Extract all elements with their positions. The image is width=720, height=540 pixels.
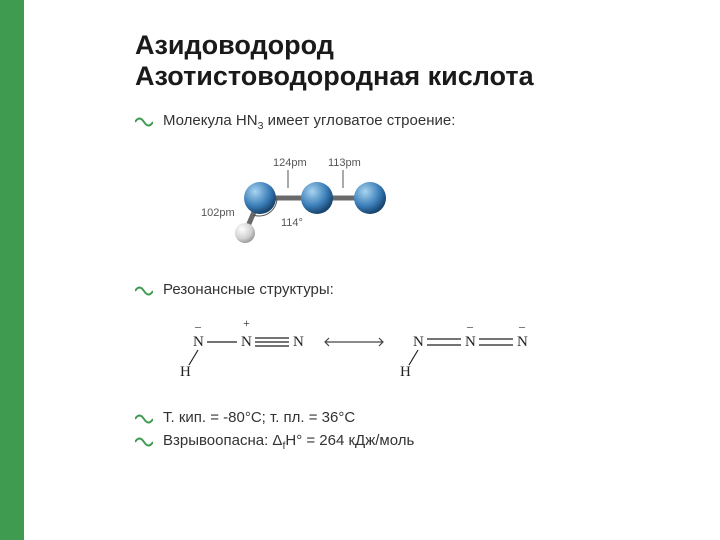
svg-text:H: H [180, 364, 191, 380]
bullet-text: Молекула НN3 имеет угловатое строение: [163, 112, 455, 132]
bullet-item: Молекула НN3 имеет угловатое строение: [135, 112, 675, 132]
bullet-text: Резонансные структуры: [163, 281, 334, 298]
bullet-list: Молекула НN3 имеет угловатое строение: [135, 112, 675, 458]
bullet-item: Т. кип. = -80°С; т. пл. = 36°С [135, 409, 675, 426]
svg-text:_: _ [194, 315, 202, 329]
bullet-wave-icon [135, 437, 153, 447]
title-line-2: Азотистоводородная кислота [135, 61, 534, 92]
title-line-1: Азидоводород [135, 30, 534, 61]
bullet-wave-icon [135, 286, 153, 296]
label-102pm: 102pm [201, 207, 235, 219]
svg-text:N: N [517, 334, 528, 350]
bullet-item: Взрывоопасна: ΔfH° = 264 кДж/моль [135, 432, 675, 452]
resonance-diagram: _ + N N N H N N [165, 312, 585, 382]
bullet-wave-icon [135, 414, 153, 424]
label-angle: 114° [281, 217, 303, 229]
svg-text:_: _ [518, 315, 526, 329]
accent-bar [0, 0, 24, 540]
bullet-wave-icon [135, 117, 153, 127]
label-124pm: 124pm [273, 157, 307, 169]
label-113pm: 113pm [328, 157, 361, 169]
svg-text:H: H [400, 364, 411, 380]
molecule-diagram: 124pm 113pm 102pm 114° [195, 148, 415, 258]
svg-text:N: N [413, 334, 424, 350]
svg-text:N: N [193, 334, 204, 350]
bullet-text: Взрывоопасна: ΔfH° = 264 кДж/моль [163, 432, 414, 452]
svg-text:+: + [243, 316, 250, 330]
bullet-item: Резонансные структуры: [135, 281, 675, 298]
bullet-text: Т. кип. = -80°С; т. пл. = 36°С [163, 409, 355, 426]
svg-text:N: N [465, 334, 476, 350]
svg-text:N: N [241, 334, 252, 350]
svg-text:N: N [293, 334, 304, 350]
svg-text:_: _ [466, 315, 474, 329]
slide-title: Азидоводород Азотистоводородная кислота [135, 30, 534, 92]
